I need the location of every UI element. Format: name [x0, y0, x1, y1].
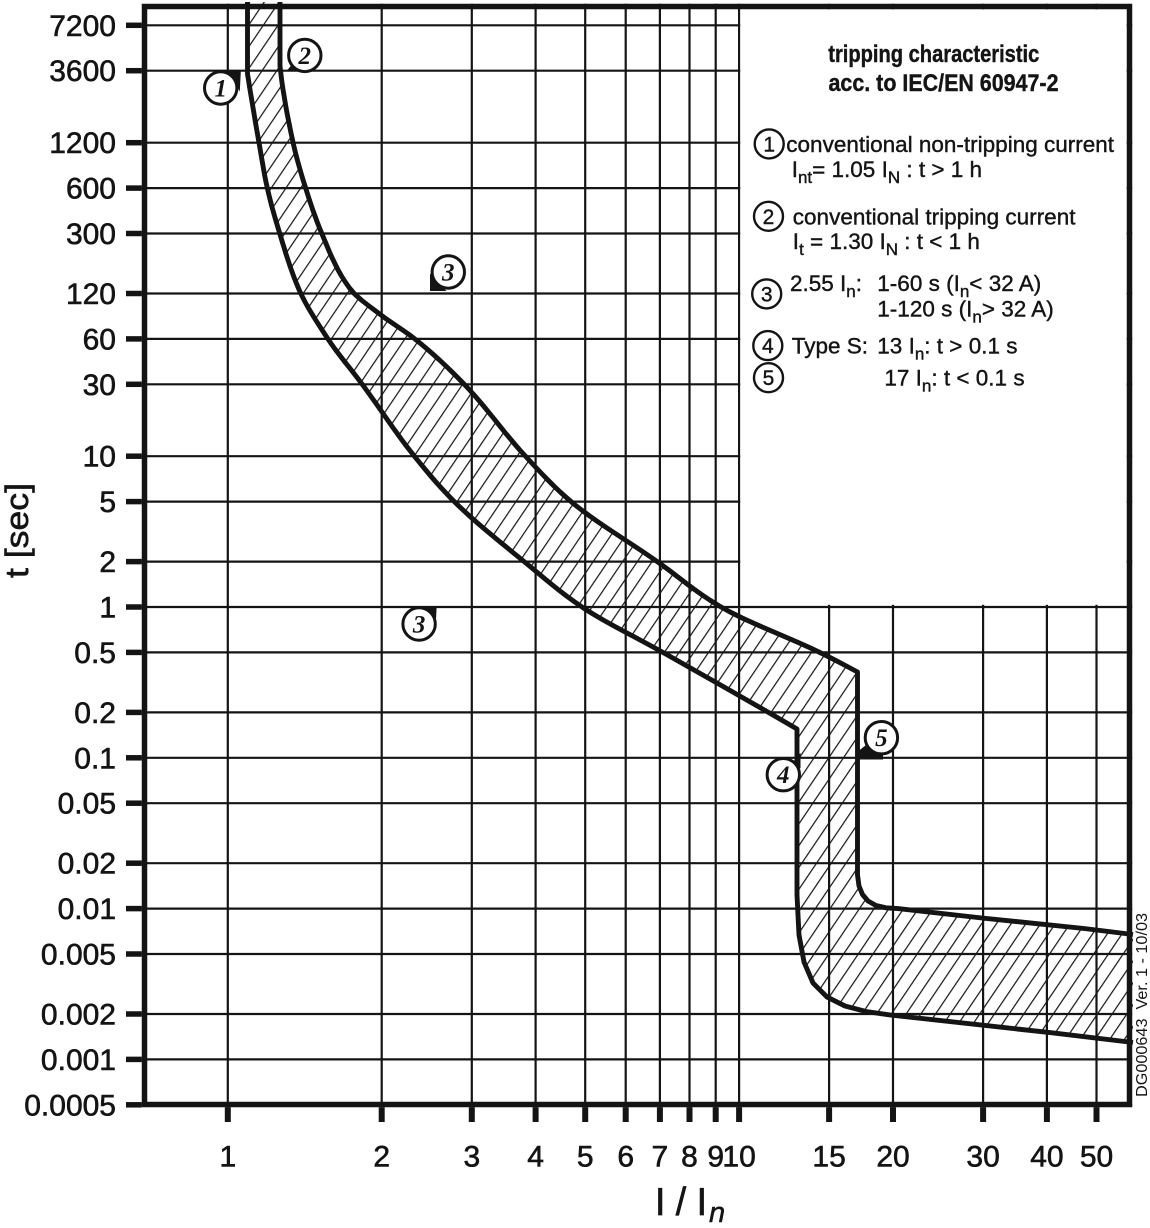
svg-text:DG000643 Ver. 1 - 10/03: DG000643 Ver. 1 - 10/03	[1134, 913, 1150, 1097]
svg-text:1: 1	[763, 133, 775, 156]
svg-text:1: 1	[219, 1141, 236, 1174]
svg-text:Type S:: Type S:	[792, 334, 868, 359]
svg-text:1: 1	[99, 592, 116, 625]
svg-text:15: 15	[812, 1141, 845, 1174]
svg-text:10: 10	[83, 441, 116, 474]
svg-text:600: 600	[66, 173, 116, 206]
svg-text:7: 7	[652, 1141, 669, 1174]
svg-text:4: 4	[762, 335, 774, 358]
svg-text:3: 3	[463, 1141, 480, 1174]
svg-text:3: 3	[441, 260, 455, 287]
svg-text:30: 30	[83, 369, 116, 402]
svg-text:n: n	[709, 1197, 725, 1223]
svg-text:2: 2	[99, 546, 116, 579]
svg-text:120: 120	[66, 278, 116, 311]
svg-text:300: 300	[66, 218, 116, 251]
svg-text:1-60 s (In​< 32 A): 1-60 s (In​< 32 A)	[877, 271, 1041, 301]
svg-text:3600: 3600	[49, 55, 116, 88]
svg-text:tripping characteristic: tripping characteristic	[828, 41, 1039, 68]
svg-text:acc. to IEC/EN 60947-2: acc. to IEC/EN 60947-2	[829, 70, 1059, 97]
svg-text:40: 40	[1030, 1141, 1063, 1174]
svg-text:5: 5	[763, 367, 775, 390]
svg-text:0.05: 0.05	[58, 788, 116, 821]
svg-text:0.0005: 0.0005	[24, 1089, 116, 1122]
svg-text:2: 2	[298, 43, 312, 70]
svg-text:0.2: 0.2	[74, 697, 116, 730]
svg-text:1200: 1200	[49, 127, 116, 160]
svg-text:t [sec]: t [sec]	[0, 483, 35, 578]
svg-text:0.005: 0.005	[41, 939, 116, 972]
svg-text:8: 8	[681, 1141, 698, 1174]
svg-text:5: 5	[875, 725, 888, 752]
svg-text:60: 60	[83, 323, 116, 356]
svg-text:30: 30	[966, 1141, 999, 1174]
svg-text:7200: 7200	[49, 10, 116, 43]
svg-text:0.02: 0.02	[58, 848, 116, 881]
svg-text:20: 20	[876, 1141, 909, 1174]
svg-text:0.5: 0.5	[74, 637, 116, 670]
svg-text:0.1: 0.1	[74, 742, 116, 775]
svg-text:3: 3	[761, 283, 773, 306]
svg-text:I / I: I / I	[655, 1181, 707, 1223]
svg-text:conventional tripping current: conventional tripping current	[793, 205, 1076, 230]
svg-text:0.01: 0.01	[58, 893, 116, 926]
svg-text:2: 2	[763, 206, 775, 229]
svg-text:6: 6	[617, 1141, 634, 1174]
svg-text:3: 3	[412, 612, 426, 639]
svg-text:0.001: 0.001	[41, 1044, 116, 1077]
svg-text:50: 50	[1080, 1141, 1113, 1174]
svg-text:1: 1	[214, 76, 227, 103]
svg-text:4: 4	[776, 762, 790, 789]
svg-text:5: 5	[577, 1141, 594, 1174]
svg-text:5: 5	[99, 486, 116, 519]
svg-text:4: 4	[527, 1141, 544, 1174]
svg-text:2: 2	[373, 1141, 390, 1174]
svg-text:0.002: 0.002	[41, 999, 116, 1032]
svg-text:10: 10	[722, 1141, 755, 1174]
svg-text:conventional non-tripping curr: conventional non-tripping current	[786, 132, 1114, 157]
svg-text:9: 9	[707, 1141, 724, 1174]
